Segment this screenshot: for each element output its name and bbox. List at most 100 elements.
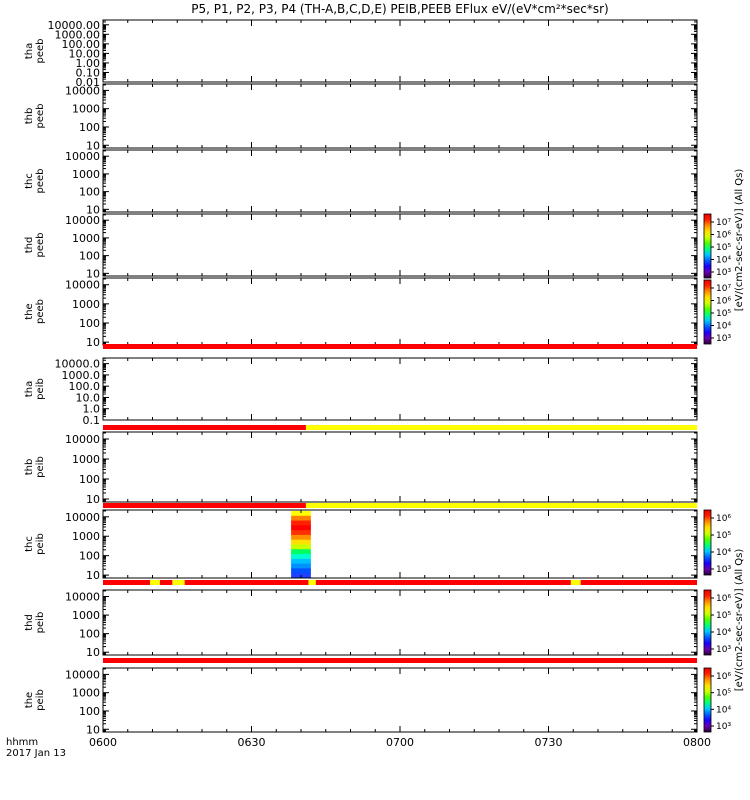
x-tick-label: 0700 (386, 736, 414, 749)
y-tick-label: 1.0 (83, 403, 101, 416)
chart-title: P5, P1, P2, P3, P4 (TH-A,B,C,D,E) PEIB,P… (191, 2, 608, 16)
status-bar-segment (103, 344, 697, 349)
y-tick-label: 1000 (72, 453, 100, 466)
status-bar-segment (103, 580, 697, 585)
status-bar-segment (570, 580, 581, 585)
panel-frame (102, 357, 698, 421)
colorbar-tick-label: 10⁴ (716, 628, 731, 638)
colorbar-tick-label: 10⁷ (716, 218, 731, 228)
colorbar-tick-label: 10⁶ (716, 672, 731, 682)
colorbar-tick-label: 10⁶ (716, 297, 731, 307)
colorbar-scale (703, 509, 712, 576)
panel-label: thepeeb (24, 299, 46, 324)
panel-label: thdpeeb (24, 233, 46, 258)
y-tick-label: 1000.00 (55, 28, 101, 41)
spectrogram-cell (291, 563, 311, 569)
panel-frame (102, 19, 698, 83)
colorbar-tick-label: 10⁵ (716, 243, 731, 253)
footer-date: 2017 Jan 13 (6, 748, 66, 759)
status-bar-segment (103, 425, 306, 430)
y-tick-label: 1000 (72, 168, 100, 181)
y-tick-label: 100 (79, 705, 100, 718)
colorbar: 10⁷ 10⁶ 10⁵ 10⁴ 10³ (703, 279, 731, 345)
colorbar-tick-label: 10⁴ (716, 548, 731, 558)
spectrogram-cell (291, 554, 311, 560)
y-tick-label: 10000 (65, 214, 100, 227)
panel-frame (102, 589, 698, 656)
colorbar-scale (703, 213, 712, 279)
colorbar-tick-label: 10⁶ (716, 594, 731, 604)
panel-2: 10000 1000 100 10 thbpeeb (24, 83, 698, 152)
colorbar-tick-label: 10⁵ (716, 531, 731, 541)
panel-4: 10000 1000 100 10 thdpeeb (24, 213, 698, 280)
y-tick-label: 1000 (72, 687, 100, 700)
y-tick-label: 100 (79, 550, 100, 563)
status-bar-segment (172, 580, 185, 585)
y-tick-label: 10 (86, 139, 100, 152)
colorbar-tick-label: 10⁶ (716, 514, 731, 524)
x-tick-label: 0600 (89, 736, 117, 749)
panel-frame (102, 277, 698, 346)
colorbar-tick-label: 10³ (716, 722, 731, 732)
y-tick-label: 1000 (72, 530, 100, 543)
y-tick-label: 10 (86, 267, 100, 280)
y-tick-label: 1000 (72, 609, 100, 622)
colorbar-tick-label: 10⁵ (716, 611, 731, 621)
panel-label: thbpeib (24, 456, 46, 478)
colorbar-tick-label: 10⁴ (716, 322, 731, 332)
x-tick-label: 0630 (238, 736, 266, 749)
panel-frame (102, 149, 698, 213)
panel-label: thdpeib (24, 612, 46, 634)
y-tick-label: 100 (79, 250, 100, 263)
y-tick-label: 10 (86, 493, 100, 506)
colorbar-scale (703, 667, 712, 733)
y-tick-label: 100 (79, 121, 100, 134)
x-tick-label: 0730 (535, 736, 563, 749)
y-tick-label: 10000 (65, 591, 100, 604)
spectrogram-cell (291, 510, 311, 517)
y-tick-label: 10000.0 (55, 358, 101, 371)
y-tick-label: 10000 (65, 150, 100, 163)
spectrogram-cell (291, 534, 311, 541)
footer-hhmm: hhmm (6, 737, 38, 748)
spectrogram-cell (291, 539, 311, 545)
colorbar-label: [eV/(cm2-sec-sr-eV)] (All Qs) (734, 549, 745, 692)
panel-label: thapeib (24, 378, 46, 400)
y-tick-label: 10000 (65, 668, 100, 681)
y-tick-label: 10 (86, 569, 100, 582)
y-tick-label: 100 (79, 186, 100, 199)
y-tick-label: 10000 (65, 433, 100, 446)
panel-9: 10000 1000 100 10 thdpeib (24, 589, 698, 659)
colorbar: 10⁶ 10⁵ 10⁴ 10³ (703, 509, 731, 576)
status-bar-segment (308, 580, 316, 585)
spectrogram-cell (291, 525, 311, 531)
colorbar-tick-label: 10⁴ (716, 256, 731, 266)
y-tick-label: 10000 (65, 84, 100, 97)
panel-10: 10000 1000 100 10 thepeib (24, 667, 698, 736)
colorbar-tick-label: 10³ (716, 268, 731, 278)
y-tick-label: 100 (79, 473, 100, 486)
colorbar-tick-label: 10³ (716, 645, 731, 655)
colorbar-label: [eV/(cm2-sec-sr-eV)] (All Qs) (734, 169, 745, 312)
spectrogram-cell (291, 549, 311, 555)
panel-frame (102, 509, 698, 579)
spectrogram-cell (291, 568, 311, 574)
panel-label: thbpeeb (24, 104, 46, 129)
y-tick-label: 1.00 (76, 57, 101, 70)
status-bar-segment (150, 580, 160, 585)
y-tick-label: 10.0 (76, 391, 101, 404)
panel-frame (102, 213, 698, 277)
y-tick-label: 1000 (72, 232, 100, 245)
y-tick-label: 100.00 (62, 38, 101, 51)
panel-3: 10000 1000 100 10 thcpeeb (24, 149, 698, 216)
y-tick-label: 1000.0 (62, 369, 101, 382)
colorbar-tick-label: 10³ (716, 565, 731, 575)
colorbar-tick-label: 10³ (716, 334, 731, 344)
status-bar-segment (305, 503, 697, 508)
spectrogram-cell (291, 515, 311, 522)
panel-label: thcpeeb (24, 169, 46, 194)
colorbar-tick-label: 10⁵ (716, 689, 731, 699)
panel-8: 10000 1000 100 10 thcpeib (24, 509, 698, 582)
colorbar: 10⁷ 10⁶ 10⁵ 10⁴ 10³ (703, 213, 731, 279)
